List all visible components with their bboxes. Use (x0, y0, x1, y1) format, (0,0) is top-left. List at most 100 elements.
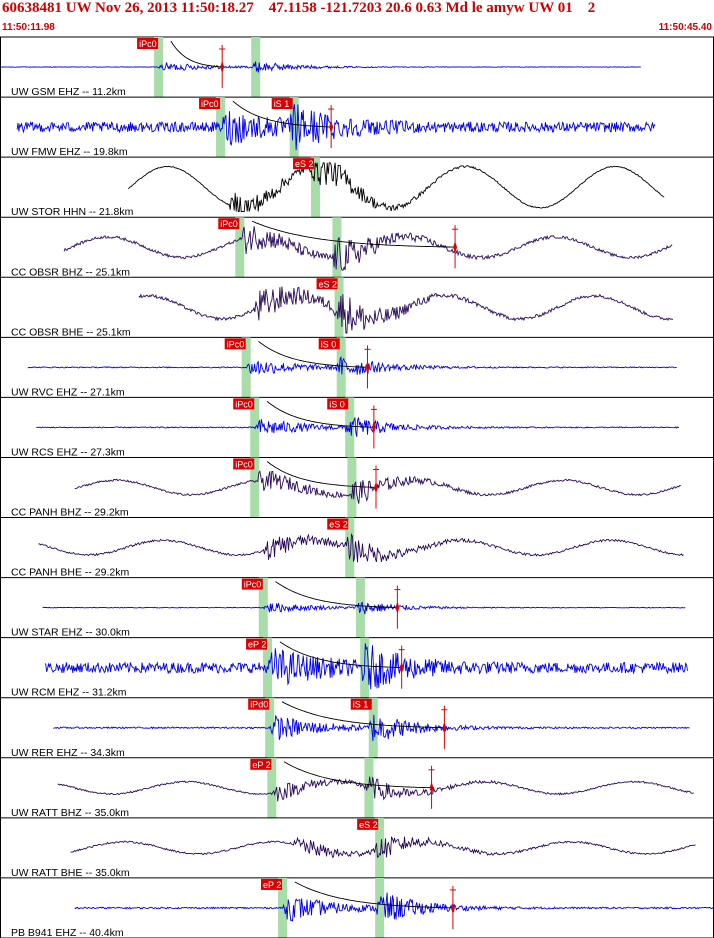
s-pick-box (271, 98, 293, 110)
coda-decay-curve (232, 100, 331, 128)
coda-decay-curve (283, 761, 431, 789)
coda-end-diamond (429, 781, 434, 794)
channel-label: CC OBSR BHZ -- 25.1km (11, 266, 130, 278)
p-pick-box (250, 758, 272, 770)
coda-decay-curve (170, 40, 221, 68)
waveform-trace (63, 226, 673, 271)
channel-label: UW RATT BHE -- 35.0km (11, 867, 130, 879)
coda-end-diamond (442, 721, 447, 734)
trace-panel: eP 2 UW RATT BHZ -- 35.0km (11, 757, 694, 819)
channel-label: UW RCS EHZ -- 27.3km (11, 446, 125, 458)
p-pick-band (250, 457, 260, 518)
p-pick-label: iPc0 (220, 219, 238, 229)
waveform-trace (74, 470, 681, 504)
coda-end-diamond (395, 601, 400, 614)
trace-panel: eP 2 PB B941 EHZ -- 40.4km (11, 877, 714, 938)
p-pick-band (267, 757, 277, 818)
trace-panel: iPc0 iS 0 UW RCS EHZ -- 27.3km (11, 397, 680, 458)
p-pick-label: eP 2 (252, 760, 270, 770)
p-pick-band (235, 217, 245, 278)
s-pick-label: iS 1 (274, 99, 290, 109)
channel-label: UW STOR HHN -- 21.8km (11, 206, 134, 218)
waveform-trace (74, 892, 714, 922)
coda-end-diamond (371, 421, 376, 434)
s-pick-label: eS 2 (295, 159, 314, 169)
trace-panel: eS 2 UW STOR HHN -- 21.8km (11, 157, 665, 218)
coda-end-diamond (399, 661, 404, 674)
s-pick-band (345, 517, 355, 578)
waveform-trace (57, 776, 694, 802)
s-pick-label: eS 2 (319, 279, 338, 289)
p-pick-box (233, 458, 255, 470)
channel-label: CC PANH BHZ -- 29.2km (11, 507, 129, 519)
s-pick-label: eS 2 (359, 820, 378, 830)
waveform-trace (16, 104, 656, 151)
p-pick-box (233, 398, 255, 410)
trace-panel: iPd0 iS 1 UW RER EHZ -- 34.3km (11, 697, 690, 759)
trace-panel: iPc0 iS 1 UW FMW EHZ -- 19.8km (11, 97, 656, 158)
channel-label: UW RCM EHZ -- 31.2km (11, 687, 127, 699)
p-pick-label: iPd0 (250, 700, 268, 710)
waveform-trace (38, 532, 684, 563)
trace-panel: iPc0 CC OBSR BHZ -- 25.1km (11, 217, 673, 278)
coda-decay-curve (294, 881, 453, 909)
p-pick-box (224, 338, 246, 350)
event-header-title: 60638481 UW Nov 26, 2013 11:50:18.27 47.… (2, 0, 596, 16)
coda-end-diamond (450, 901, 455, 914)
s-pick-box (293, 158, 315, 170)
s-pick-box (327, 398, 349, 410)
channel-label: CC OBSR BHE -- 25.1km (11, 326, 131, 338)
p-pick-box (248, 698, 270, 710)
trace-panel: eS 2 CC PANH BHE -- 29.2km (11, 517, 684, 579)
p-pick-box (261, 878, 283, 890)
coda-end-diamond (365, 361, 370, 374)
waveform-trace (44, 643, 688, 690)
p-pick-label: iPc0 (235, 399, 253, 409)
p-pick-box (246, 638, 268, 650)
coda-end-diamond (453, 241, 458, 254)
s-pick-label: iS 0 (329, 399, 345, 409)
channel-label: UW RATT BHZ -- 35.0km (11, 807, 129, 819)
p-pick-box (137, 38, 159, 49)
channel-label: UW RER EHZ -- 34.3km (11, 747, 125, 759)
waveform-trace (27, 355, 677, 375)
coda-decay-curve (258, 340, 367, 368)
s-pick-label: iS 0 (321, 339, 337, 349)
time-end-label: 11:50:45.40 (658, 22, 712, 33)
s-pick-band (347, 457, 357, 518)
p-pick-label: eP 2 (263, 880, 281, 890)
waveform-trace (70, 836, 696, 858)
waveform-trace (53, 714, 690, 742)
p-pick-box (241, 578, 263, 590)
s-pick-label: iS 1 (353, 700, 369, 710)
coda-end-diamond (329, 121, 334, 134)
p-pick-band (250, 397, 260, 458)
coda-end-diamond (220, 61, 225, 74)
coda-decay-curve (275, 581, 396, 608)
coda-decay-curve (266, 461, 376, 488)
waveform-trace (42, 601, 686, 615)
coda-decay-curve (281, 701, 445, 729)
s-pick-box (316, 278, 338, 290)
channel-label: UW STAR EHZ -- 30.0km (11, 627, 130, 639)
p-pick-label: iPc0 (139, 39, 157, 49)
s-pick-band (289, 97, 299, 158)
s-pick-box (357, 818, 379, 830)
s-pick-box (350, 698, 372, 710)
s-pick-band (332, 217, 342, 278)
trace-panel: iPc0 UW GSM EHZ -- 11.2km (0, 37, 641, 98)
time-start-label: 11:50:11.98 (2, 22, 55, 33)
trace-panel: eS 2 UW RATT BHE -- 35.0km (11, 817, 696, 879)
channel-label: UW GSM EHZ -- 11.2km (11, 86, 126, 98)
waveform-trace (0, 61, 641, 73)
p-pick-label: iPc0 (235, 459, 253, 469)
p-pick-band (216, 97, 226, 158)
trace-panel: iPc0 UW STAR EHZ -- 30.0km (11, 577, 686, 639)
trace-panel: iPc0 CC PANH BHZ -- 29.2km (11, 457, 681, 519)
s-pick-box (327, 518, 349, 530)
trace-panel: iPc0 iS 0 UW RVC EHZ -- 27.1km (11, 337, 677, 398)
p-pick-label: eP 2 (248, 640, 266, 650)
channel-label: PB B941 EHZ -- 40.4km (11, 927, 124, 938)
